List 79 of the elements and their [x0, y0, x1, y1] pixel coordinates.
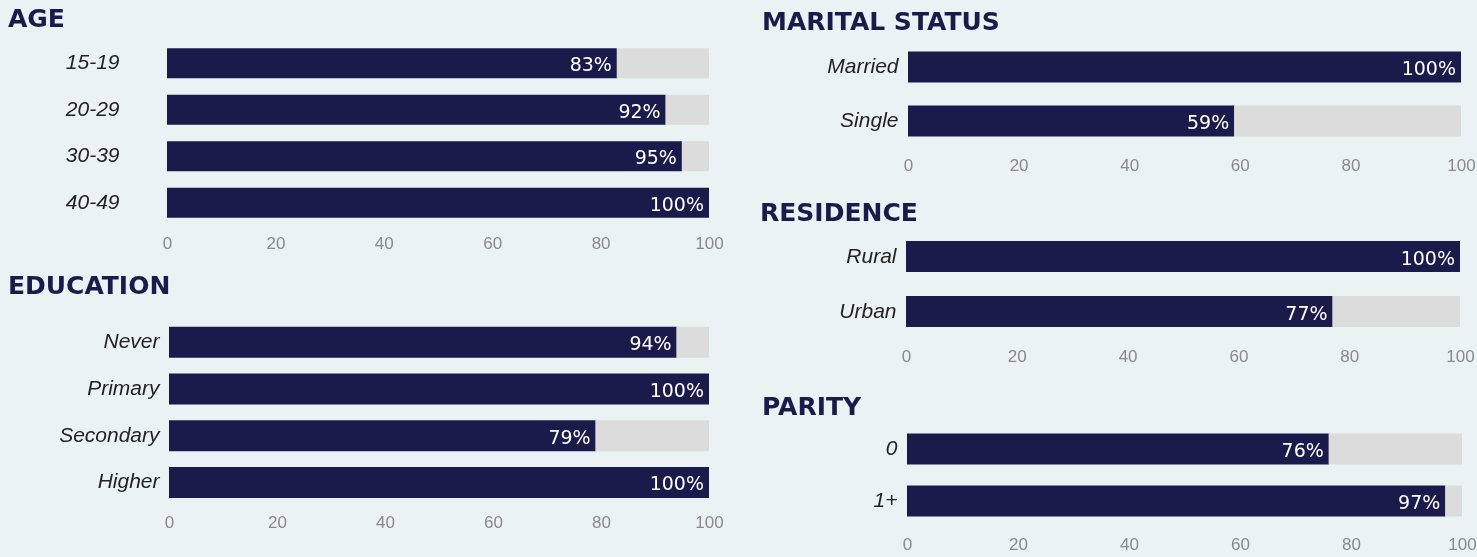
- bar: [169, 326, 677, 358]
- x-tick-label: 40: [1120, 155, 1140, 174]
- chart-title: RESIDENCE: [760, 198, 918, 227]
- x-tick-label: 20: [1009, 534, 1028, 553]
- data-label: 100%: [649, 192, 704, 215]
- data-label: 59%: [1187, 110, 1230, 133]
- y-tick-label: Married: [827, 53, 900, 77]
- y-tick-label: Higher: [97, 469, 161, 493]
- bar: [681, 141, 709, 171]
- data-label: 83%: [569, 53, 612, 75]
- bar: [665, 94, 709, 125]
- y-tick-label: 40-49: [65, 189, 120, 213]
- bar: [167, 141, 682, 171]
- x-tick-label: 40: [1118, 346, 1138, 366]
- y-tick-label: 0: [885, 435, 898, 459]
- data-label: 92%: [618, 99, 661, 122]
- x-tick-label: 40: [374, 233, 394, 253]
- x-tick-label: 20: [1009, 155, 1029, 174]
- data-label: 76%: [1281, 438, 1324, 461]
- y-tick-label: Primary: [87, 376, 162, 400]
- bar: [616, 48, 709, 78]
- x-tick-label: 100: [695, 233, 724, 253]
- y-tick-label: Rural: [846, 243, 898, 267]
- y-tick-label: Secondary: [59, 422, 161, 446]
- bar: [169, 420, 596, 452]
- x-tick-label: 40: [1120, 534, 1139, 553]
- bar: [167, 94, 666, 125]
- data-label: 79%: [548, 425, 591, 448]
- x-tick-label: 100: [695, 513, 724, 533]
- data-label: 100%: [1400, 246, 1455, 269]
- x-tick-label: 60: [1231, 534, 1250, 553]
- bar: [167, 48, 617, 78]
- data-label: 95%: [634, 146, 677, 168]
- bar: [676, 326, 709, 358]
- bar: [169, 466, 709, 498]
- data-label: 100%: [649, 472, 704, 495]
- x-tick-label: 0: [164, 513, 175, 533]
- x-tick-label: 40: [376, 513, 395, 533]
- y-tick-label: 15-19: [65, 50, 120, 73]
- x-tick-label: 80: [592, 513, 611, 533]
- x-tick-label: 0: [902, 534, 913, 553]
- x-tick-label: 60: [1229, 346, 1249, 366]
- x-tick-label: 20: [266, 233, 286, 253]
- x-tick-label: 100: [1446, 346, 1475, 366]
- data-label: 77%: [1285, 301, 1328, 324]
- bar: [907, 433, 1329, 464]
- bar: [1445, 485, 1462, 516]
- chart-title: PARITY: [762, 391, 862, 420]
- x-tick-label: 0: [903, 155, 914, 174]
- x-tick-label: 60: [484, 513, 503, 533]
- y-tick-label: 1+: [873, 487, 898, 511]
- y-tick-label: Single: [840, 107, 899, 131]
- bar: [907, 485, 1446, 516]
- x-tick-label: 20: [1007, 346, 1027, 366]
- data-label: 100%: [649, 379, 704, 402]
- x-tick-label: 100: [1447, 155, 1476, 174]
- x-tick-label: 80: [1341, 155, 1361, 174]
- y-tick-label: Urban: [839, 298, 897, 322]
- bar: [1328, 433, 1462, 464]
- x-tick-label: 80: [1342, 534, 1361, 553]
- data-label: 97%: [1398, 490, 1441, 513]
- data-label: 94%: [629, 332, 672, 355]
- x-tick-label: 80: [1340, 346, 1360, 366]
- x-tick-label: 100: [1448, 534, 1477, 553]
- chart-title: EDUCATION: [8, 271, 171, 300]
- x-tick-label: 20: [268, 513, 287, 533]
- bar: [595, 420, 709, 452]
- x-tick-label: 60: [483, 233, 503, 253]
- y-tick-label: 20-29: [64, 96, 120, 120]
- y-tick-label: Never: [103, 329, 161, 353]
- bar: [167, 187, 709, 218]
- x-tick-label: 0: [901, 346, 912, 366]
- data-label: 100%: [1401, 56, 1456, 79]
- chart-title: MARITAL STATUS: [762, 6, 1000, 35]
- bar: [169, 373, 709, 405]
- chart-title: AGE: [8, 4, 65, 33]
- y-tick-label: 30-39: [65, 143, 120, 166]
- x-tick-label: 80: [591, 233, 611, 253]
- x-tick-label: 60: [1230, 155, 1250, 174]
